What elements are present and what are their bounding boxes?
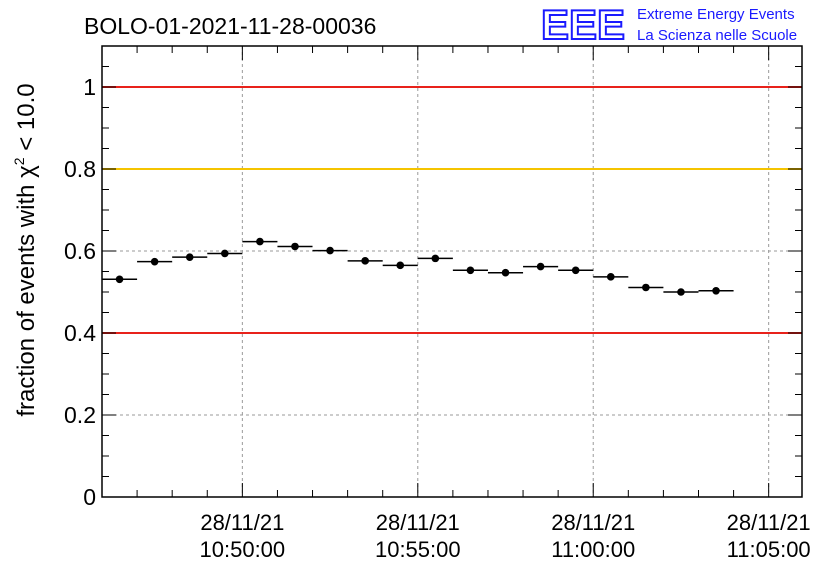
- x-tick-label-time: 10:55:00: [375, 537, 461, 562]
- y-axis-label: fraction of events with χ2 < 10.0: [11, 83, 40, 416]
- x-tick-label-date: 28/11/21: [200, 510, 284, 535]
- y-tick-label: 0.6: [64, 238, 96, 264]
- data-point-group: [523, 262, 559, 271]
- data-points: [102, 237, 734, 296]
- data-point-group: [558, 266, 594, 275]
- data-point: [606, 273, 615, 281]
- y-tick-label: 0.2: [64, 402, 96, 428]
- data-point-group: [137, 257, 173, 266]
- axes: 00.20.40.60.8128/11/2110:50:0028/11/2110…: [64, 45, 811, 562]
- data-point: [466, 266, 475, 275]
- grid: [102, 46, 802, 498]
- data-point: [571, 266, 580, 275]
- chart-title: BOLO-01-2021-11-28-00036: [84, 13, 376, 39]
- y-axis-label-suffix: < 10.0: [13, 83, 40, 157]
- eee-logo: EEE Extreme Energy Events La Scienza nel…: [540, 0, 797, 49]
- data-point-group: [417, 254, 453, 263]
- y-tick-label: 0.8: [64, 156, 96, 182]
- data-point-group: [452, 266, 488, 275]
- data-point-group: [312, 246, 348, 255]
- x-tick-label-date: 28/11/21: [727, 510, 811, 535]
- data-point-group: [277, 242, 313, 251]
- x-tick-label-date: 28/11/21: [551, 510, 635, 535]
- data-point: [642, 283, 650, 292]
- data-point-group: [663, 288, 699, 296]
- data-point: [361, 257, 369, 265]
- data-point: [536, 262, 545, 271]
- data-point: [501, 268, 510, 277]
- y-tick-label: 0.4: [64, 320, 96, 346]
- data-point: [115, 275, 124, 284]
- reference-lines: [102, 86, 802, 334]
- y-axis-label-symbol: χ: [13, 165, 40, 178]
- logo-mark: EEE: [541, 1, 625, 48]
- data-point-group: [698, 286, 734, 295]
- logo-line-2: La Scienza nelle Scuole: [637, 27, 797, 44]
- data-point-group: [102, 275, 138, 284]
- data-point-group: [628, 283, 664, 292]
- x-tick-label-time: 10:50:00: [200, 537, 286, 562]
- data-point: [396, 261, 405, 270]
- data-point: [291, 242, 299, 251]
- data-point-group: [207, 249, 243, 258]
- y-tick-label: 1: [83, 74, 96, 100]
- x-tick-label-date: 28/11/21: [376, 510, 460, 535]
- y-axis-label-prefix: fraction of events with: [13, 178, 40, 417]
- data-point: [677, 288, 685, 296]
- data-point-group: [347, 257, 383, 265]
- data-point: [712, 286, 720, 295]
- y-tick-label: 0: [83, 484, 96, 510]
- x-tick-label-time: 11:00:00: [551, 537, 635, 562]
- data-point-group: [242, 237, 278, 246]
- y-axis-label-superscript: 2: [11, 157, 27, 165]
- data-point-group: [593, 273, 629, 281]
- x-tick-label-time: 11:05:00: [727, 537, 811, 562]
- data-point-group: [172, 253, 208, 261]
- data-point: [150, 257, 159, 266]
- data-point: [431, 254, 440, 263]
- data-point-group: [382, 261, 418, 270]
- logo-line-1: Extreme Energy Events: [637, 6, 795, 23]
- data-point: [221, 249, 229, 258]
- data-point: [326, 246, 334, 255]
- data-point: [185, 253, 194, 261]
- data-point: [256, 237, 264, 246]
- plot-frame: [101, 45, 803, 498]
- data-point-group: [487, 268, 524, 277]
